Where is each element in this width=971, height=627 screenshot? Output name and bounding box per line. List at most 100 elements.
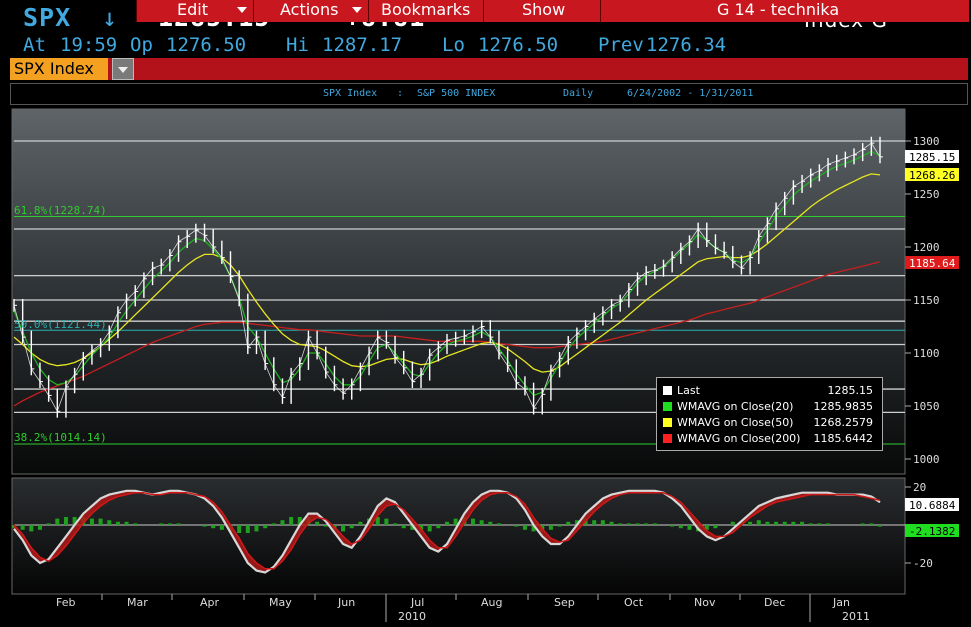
osc-histogram-bar xyxy=(652,523,657,525)
y-tick-label: 1100 xyxy=(913,347,940,360)
osc-histogram-bar xyxy=(514,525,519,527)
osc-histogram-bar xyxy=(496,523,501,525)
y-tick-label: 1050 xyxy=(913,400,940,413)
screen-title-tab[interactable]: G 14 - technika xyxy=(600,0,969,22)
low-label: Lo xyxy=(442,34,465,56)
last-price-tag xyxy=(905,150,959,163)
osc-histogram-bar xyxy=(765,521,770,525)
osc-histogram-bar xyxy=(55,518,60,525)
osc-histogram-bar xyxy=(609,521,614,525)
osc-histogram-bar xyxy=(644,523,649,525)
legend-item-last: Last 1285.15 xyxy=(661,384,877,398)
osc-histogram-bar xyxy=(254,525,259,532)
osc-histogram-bar xyxy=(531,525,536,532)
osc-histogram-bar xyxy=(730,521,735,525)
ticker-symbol: SPX xyxy=(23,3,72,32)
osc-histogram-bar xyxy=(133,523,138,525)
fib-382-label: 38.2%(1014.14) xyxy=(14,431,107,444)
fib-50-label: 50.0%(1121.44) xyxy=(14,318,107,331)
menu-bar xyxy=(10,58,968,80)
osc-histogram-bar xyxy=(704,525,709,530)
osc-histogram-bar xyxy=(479,520,484,525)
osc-histogram-bar xyxy=(748,521,753,525)
osc-bottom-tag xyxy=(905,524,959,537)
open-value: 1276.50 xyxy=(166,34,247,56)
osc-histogram-bar xyxy=(107,520,112,525)
osc-histogram-bar xyxy=(574,520,579,525)
osc-histogram-bar xyxy=(488,521,493,525)
high-value: 1287.17 xyxy=(322,34,403,56)
osc-histogram-bar xyxy=(20,525,25,530)
legend-item-wma50: WMAVG on Close(50) 1268.2579 xyxy=(661,416,877,430)
chart-security-name: S&P 500 INDEX xyxy=(417,88,496,99)
osc-histogram-bar xyxy=(453,518,458,525)
osc-tick-label: 20 xyxy=(913,481,926,494)
quote-details: At 19:59 Op 1276.50 Hi 1287.17 Lo 1276.5… xyxy=(0,34,971,56)
legend-value: 1185.6442 xyxy=(813,432,874,445)
price-panel-frame xyxy=(11,108,906,475)
osc-histogram-bar xyxy=(341,525,346,532)
legend-item-wma20: WMAVG on Close(20) 1285.9835 xyxy=(661,400,877,414)
bookmarks-menu-label: Bookmarks xyxy=(381,0,471,19)
chart-title-bar: SPX Index : S&P 500 INDEX Daily 6/24/200… xyxy=(10,83,968,105)
legend-name: WMAVG on Close(20) xyxy=(677,400,794,413)
month-label: Nov xyxy=(694,596,716,609)
prev-value: 1276.34 xyxy=(646,34,727,56)
legend-value: 1285.15 xyxy=(827,384,874,397)
edit-menu-label: Edit xyxy=(177,0,208,19)
osc-histogram-bar xyxy=(445,521,449,525)
osc-histogram-bar xyxy=(800,521,805,525)
legend-swatch xyxy=(663,386,672,395)
chart-frequency: Daily xyxy=(563,88,594,99)
month-label: Apr xyxy=(200,596,220,609)
month-label: Sep xyxy=(554,596,575,609)
legend-swatch xyxy=(663,434,672,443)
security-input[interactable]: SPX Index xyxy=(10,58,108,80)
osc-histogram-bar xyxy=(592,520,597,525)
osc-top-tag-label: 10.6884 xyxy=(909,499,956,512)
actions-menu[interactable]: Actions xyxy=(253,0,368,22)
osc-histogram-bar xyxy=(375,517,380,525)
osc-histogram-bar xyxy=(860,523,865,525)
osc-histogram-bar xyxy=(774,521,779,525)
osc-histogram-bar xyxy=(124,521,129,525)
chevron-down-icon xyxy=(237,7,247,13)
month-label: Jul xyxy=(410,596,424,609)
y-tick-label: 1150 xyxy=(913,294,940,307)
osc-histogram-bar xyxy=(401,525,406,529)
osc-histogram-bar xyxy=(280,520,285,525)
legend-name: WMAVG on Close(50) xyxy=(677,416,794,429)
prev-label: Prev xyxy=(598,34,644,56)
edit-menu[interactable]: Edit xyxy=(136,0,253,22)
osc-histogram-bar xyxy=(176,523,181,525)
chart-legend[interactable]: Last 1285.15 WMAVG on Close(20) 1285.983… xyxy=(656,377,883,451)
osc-histogram-bar xyxy=(826,523,831,525)
osc-histogram-bar xyxy=(600,520,605,525)
osc-histogram-bar xyxy=(436,525,441,529)
osc-tick-label: -20 xyxy=(913,557,933,570)
show-menu-label: Show xyxy=(522,0,566,19)
chevron-down-icon xyxy=(352,7,362,13)
osc-histogram-bar xyxy=(427,525,432,532)
month-label: Oct xyxy=(624,596,644,609)
show-menu[interactable]: Show xyxy=(483,0,600,22)
osc-histogram-bar xyxy=(219,525,224,530)
oscillator-panel-background xyxy=(12,478,905,594)
osc-histogram-bar xyxy=(202,525,207,527)
bookmarks-menu[interactable]: Bookmarks xyxy=(368,0,483,22)
osc-histogram-bar xyxy=(869,523,874,525)
osc-histogram-bar xyxy=(167,523,172,525)
year-label: 2010 xyxy=(398,610,426,623)
osc-histogram-bar xyxy=(245,525,250,533)
osc-histogram-bar xyxy=(618,523,623,525)
legend-swatch xyxy=(663,402,672,411)
legend-name: Last xyxy=(677,384,700,397)
osc-histogram-bar xyxy=(29,525,34,532)
security-dropdown-button[interactable] xyxy=(112,58,134,80)
osc-histogram-bar xyxy=(410,525,415,530)
osc-histogram-bar xyxy=(271,523,276,525)
low-value: 1276.50 xyxy=(478,34,559,56)
high-label: Hi xyxy=(286,34,309,56)
osc-histogram-bar xyxy=(289,517,294,525)
